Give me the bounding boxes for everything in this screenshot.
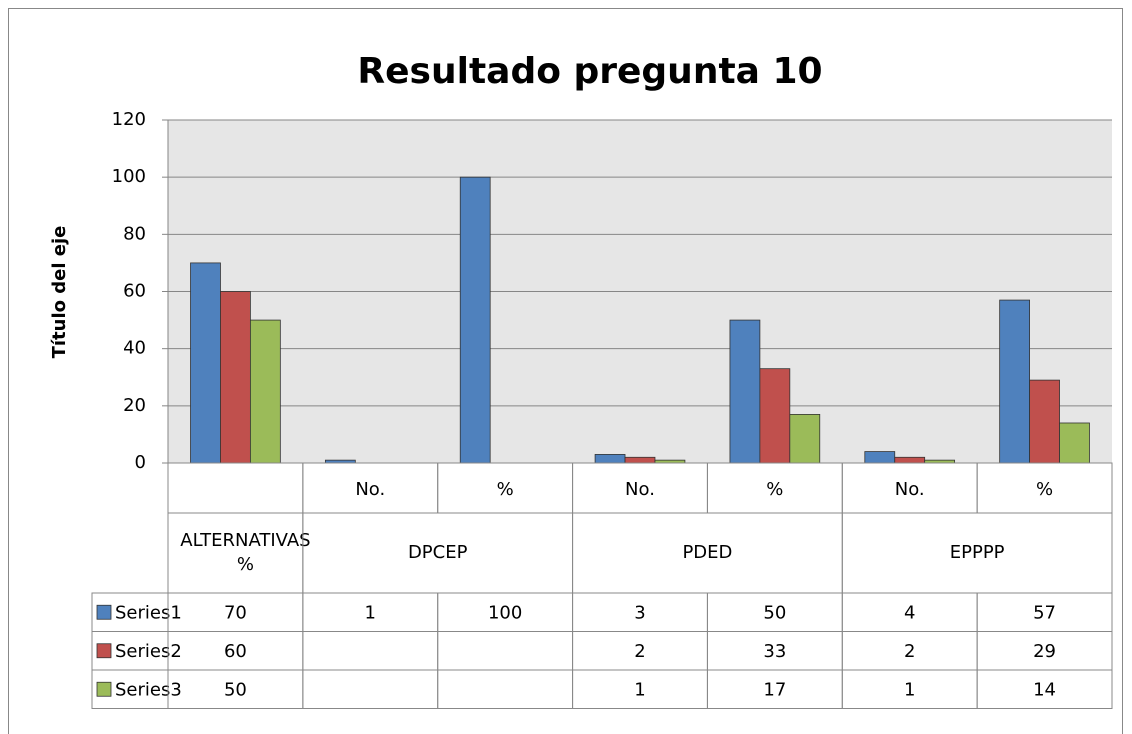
legend-label: Series2 xyxy=(115,641,182,662)
group-label-box: DPCEP xyxy=(407,541,468,563)
bar xyxy=(594,454,626,464)
group-label-box: EPPPP xyxy=(949,541,1005,563)
group-label: DPCEP xyxy=(407,541,468,563)
table-value: 70 xyxy=(224,602,247,623)
group-label-box: ALTERNATIVAS % xyxy=(180,529,311,575)
table-value: 1 xyxy=(365,602,376,623)
table-value: 2 xyxy=(634,641,645,662)
legend-label: Series3 xyxy=(115,679,182,700)
y-tick-label: 20 xyxy=(123,395,146,416)
table-value: 57 xyxy=(1033,602,1056,623)
y-tick-label: 100 xyxy=(112,166,146,187)
group-label-box: PDED xyxy=(682,541,733,563)
table-value: 50 xyxy=(224,679,247,700)
table-value: 3 xyxy=(634,602,645,623)
x-tick-label: % xyxy=(766,479,783,500)
legend-key xyxy=(96,681,112,697)
table-value: 100 xyxy=(488,602,522,623)
x-tick-label: % xyxy=(1036,479,1053,500)
x-tick-label: No. xyxy=(625,479,655,500)
table-value: 1 xyxy=(634,679,645,700)
group-label: PDED xyxy=(682,541,733,563)
bar xyxy=(190,262,221,464)
bar xyxy=(894,456,926,464)
y-tick-label: 40 xyxy=(123,338,146,359)
group-label: EPPPP xyxy=(949,541,1005,563)
bar xyxy=(1059,422,1090,464)
y-tick-label: 60 xyxy=(123,281,146,302)
table-value: 60 xyxy=(224,641,247,662)
table-value: 50 xyxy=(763,602,786,623)
bar xyxy=(249,319,281,464)
table-value: 29 xyxy=(1033,641,1056,662)
table-value: 1 xyxy=(904,679,915,700)
y-tick-label: 0 xyxy=(135,452,146,473)
x-tick-label: No. xyxy=(355,479,385,500)
bar xyxy=(220,291,251,464)
table-value: 4 xyxy=(904,602,915,623)
y-axis-label: Título del eje xyxy=(49,226,70,359)
legend-key xyxy=(96,643,112,659)
table-value: 14 xyxy=(1033,679,1056,700)
bar xyxy=(864,451,896,464)
bar xyxy=(999,299,1031,464)
table-value: 2 xyxy=(904,641,915,662)
bar xyxy=(729,319,761,464)
bar xyxy=(624,456,656,464)
y-tick-label: 80 xyxy=(123,223,146,244)
bar xyxy=(459,176,491,464)
bar xyxy=(789,414,821,464)
legend-label: Series1 xyxy=(115,602,182,623)
chart-title: Resultado pregunta 10 xyxy=(357,51,822,92)
table-cell xyxy=(976,669,1113,709)
y-tick-label: 120 xyxy=(112,109,146,130)
group-label: ALTERNATIVAS % xyxy=(180,529,311,575)
x-tick-label: % xyxy=(497,479,514,500)
x-tick-label: No. xyxy=(895,479,925,500)
table-value: 33 xyxy=(763,641,786,662)
bar xyxy=(1029,379,1060,464)
bar xyxy=(759,368,791,464)
table-value: 17 xyxy=(763,679,786,700)
legend-key xyxy=(96,604,112,620)
